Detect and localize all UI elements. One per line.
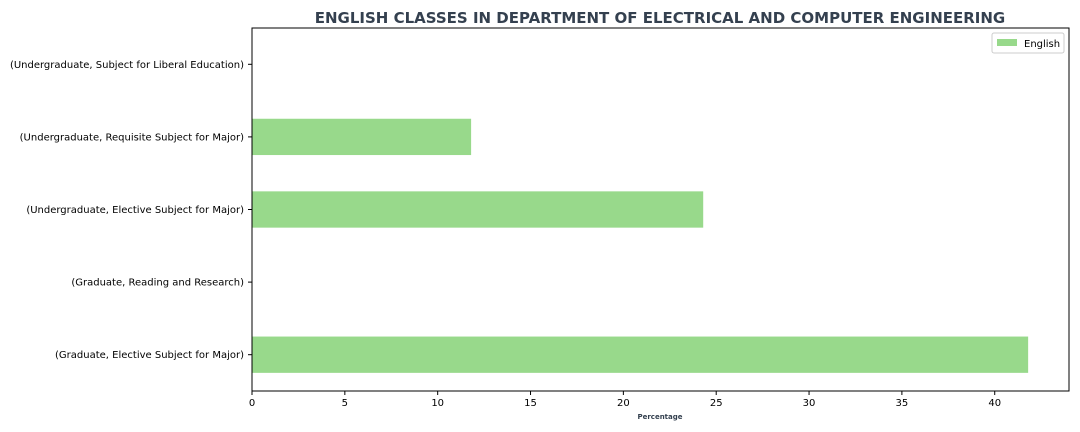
x-tick-label: 30 [803, 398, 816, 409]
x-tick-label: 20 [617, 398, 630, 409]
y-tick-label: (Graduate, Reading and Research) [71, 278, 244, 289]
bars-group [252, 118, 1029, 373]
y-tick-label: (Undergraduate, Elective Subject for Maj… [26, 205, 244, 216]
legend-box [991, 32, 1065, 54]
bar [252, 118, 472, 156]
x-tick-label: 10 [431, 398, 444, 409]
legend-swatch-english [997, 39, 1017, 46]
y-axis: (Undergraduate, Subject for Liberal Educ… [10, 60, 252, 361]
y-tick-label: (Graduate, Elective Subject for Major) [55, 350, 244, 361]
bar [252, 191, 704, 228]
y-tick-label: (Undergraduate, Subject for Liberal Educ… [10, 60, 244, 71]
x-tick-label: 35 [896, 398, 909, 409]
x-tick-label: 25 [710, 398, 723, 409]
legend: English [991, 32, 1065, 54]
x-tick-label: 15 [524, 398, 537, 409]
x-axis: 0 5 10 15 20 25 30 35 40 [249, 391, 1001, 409]
legend-label-english: English [1024, 39, 1060, 50]
x-tick-label: 0 [249, 398, 255, 409]
y-tick-label: (Undergraduate, Requisite Subject for Ma… [20, 132, 244, 143]
x-tick-label: 40 [988, 398, 1001, 409]
x-tick-label: 5 [342, 398, 348, 409]
bar [252, 336, 1029, 373]
chart-title: ENGLISH CLASSES IN DEPARTMENT OF ELECTRI… [315, 9, 1006, 27]
x-axis-title: Percentage [637, 413, 682, 421]
